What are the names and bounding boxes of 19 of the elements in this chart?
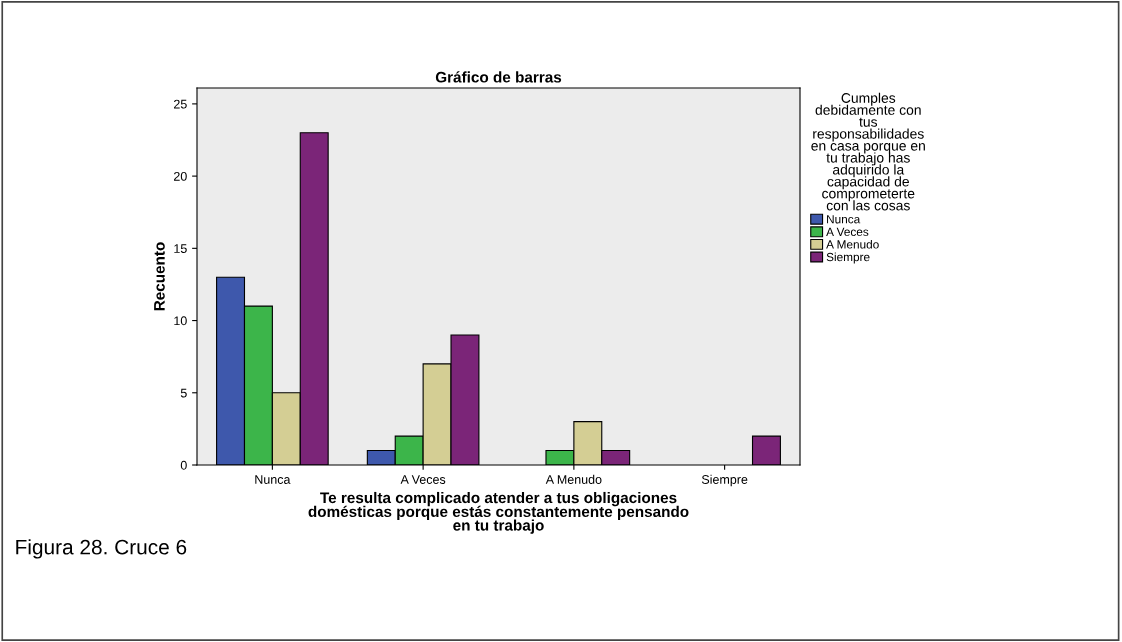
y-tick-label: 15: [174, 244, 187, 253]
y-axis-title: Recuento: [154, 242, 165, 311]
legend-label: Nunca: [827, 215, 861, 224]
chart-title: Gráfico de barras: [435, 71, 562, 83]
y-tick-label: 25: [174, 99, 187, 109]
legend-label: Siempre: [826, 252, 870, 264]
text: Figura 28. Cruce 6: [16, 539, 187, 559]
x-tick-label: A Veces: [400, 475, 446, 484]
x-tick-label: A Menudo: [545, 474, 602, 484]
x-axis-title: Te resulta complicado atender a tus obligaciones domésticas porque estás constantemente pensando en tu trabajo: [308, 491, 689, 534]
legend-label: A Veces: [826, 227, 869, 237]
y-tick-label: 10: [174, 316, 187, 326]
y-tick-label: 5: [180, 388, 187, 398]
text: Cumples debidamente con tus responsabilidades en casa porque en tu trabajo has adquirido la capacidad de comprometerte con las cosas: [811, 92, 925, 211]
y-tick-label: 20: [174, 171, 187, 181]
x-tick-label: Siempre: [701, 474, 748, 487]
y-tick-label: 0: [180, 460, 187, 470]
legend-label: A Menudo: [826, 239, 879, 249]
x-tick-label: Nunca: [255, 475, 291, 484]
